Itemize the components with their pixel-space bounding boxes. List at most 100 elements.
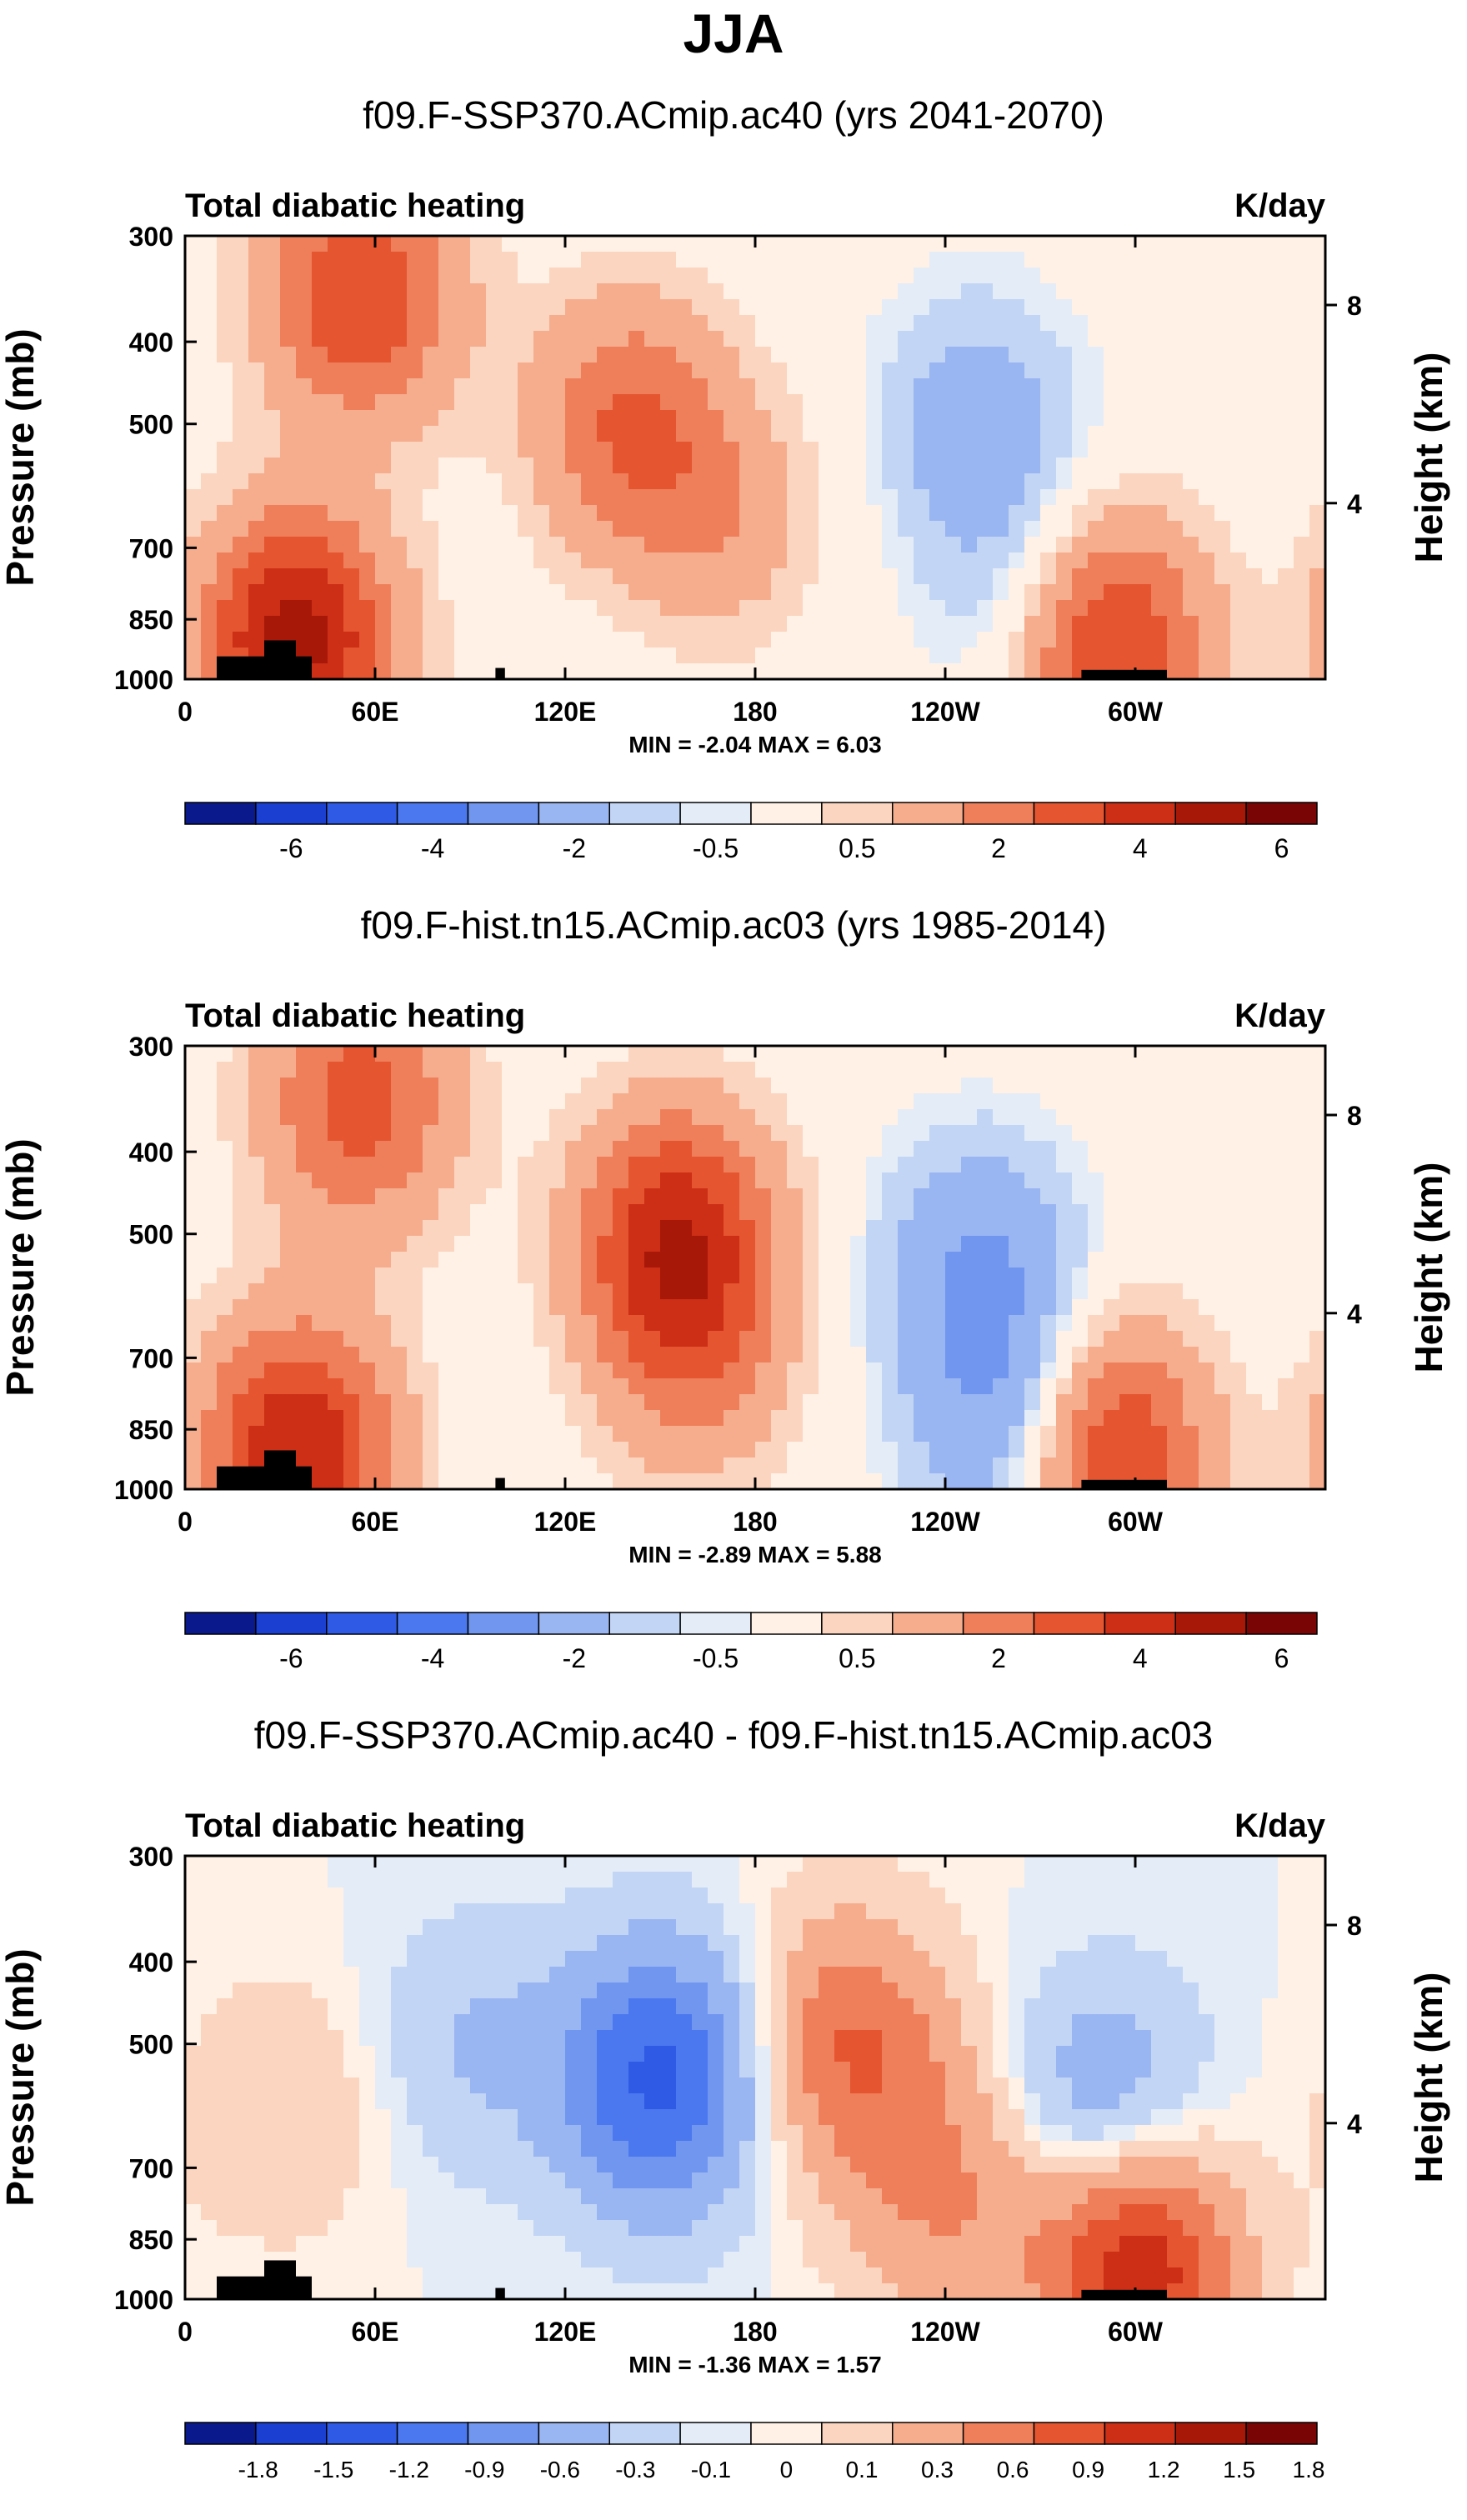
contour-cell (470, 1362, 487, 1379)
contour-cell (343, 584, 360, 601)
contour-cell (217, 2157, 233, 2173)
contour-cell (486, 632, 503, 648)
contour-cell (819, 1220, 835, 1237)
contour-cell (644, 1331, 661, 1348)
contour-cell (628, 236, 645, 252)
contour-cell (359, 378, 376, 395)
contour-cell (549, 2283, 566, 2300)
contour-cell (201, 2172, 218, 2189)
contour-cell (945, 1062, 962, 1078)
contour-cell (1214, 1078, 1231, 1094)
contour-cell (1151, 458, 1168, 474)
contour-cell (233, 410, 249, 427)
contour-cell (1278, 1426, 1294, 1442)
contour-cell (723, 283, 740, 300)
contour-cell (1104, 1347, 1120, 1363)
contour-cell (454, 2252, 471, 2268)
contour-cell (454, 442, 471, 458)
contour-cell (1230, 1442, 1247, 1458)
contour-cell (248, 600, 265, 617)
contour-cell (296, 1410, 313, 1427)
contour-cell (565, 1204, 582, 1221)
contour-cell (803, 648, 819, 664)
contour-cell (438, 521, 455, 538)
contour-cell (185, 2093, 202, 2110)
contour-cell (359, 268, 376, 284)
contour-cell (1230, 1394, 1247, 1411)
contour-cell (1135, 1426, 1152, 1442)
contour-cell (1214, 552, 1231, 569)
contour-cell (755, 1442, 772, 1458)
contour-cell (961, 426, 978, 442)
contour-cell (185, 362, 202, 379)
contour-cell (343, 505, 360, 522)
contour-cell (1151, 1220, 1168, 1237)
contour-cell (201, 1093, 218, 1110)
contour-cell (264, 1078, 281, 1094)
contour-cell (850, 315, 867, 332)
contour-cell (201, 2093, 218, 2110)
contour-cell (644, 1062, 661, 1078)
contour-cell (502, 2220, 518, 2237)
contour-cell (391, 1299, 408, 1316)
contour-cell (1294, 616, 1310, 632)
contour-cell (470, 568, 487, 585)
contour-cell (1072, 1442, 1089, 1458)
contour-cell (961, 1458, 978, 1474)
contour-cell (518, 299, 534, 316)
contour-cell (1294, 1394, 1310, 1411)
contour-cell (581, 2046, 598, 2062)
contour-cell (549, 537, 566, 553)
contour-cell (914, 1315, 930, 1332)
contour-cell (454, 1919, 471, 1936)
contour-cell (201, 663, 218, 680)
contour-cell (233, 347, 249, 363)
contour-cell (359, 2283, 376, 2300)
contour-cell (771, 299, 788, 316)
contour-cell (898, 1157, 914, 1173)
contour-cell (644, 236, 661, 252)
contour-cell (201, 1426, 218, 1442)
contour-cell (486, 2014, 503, 2031)
contour-cell (898, 1473, 914, 1490)
contour-cell (549, 2204, 566, 2221)
contour-cell (692, 1236, 708, 1252)
contour-cell (486, 2157, 503, 2173)
terrain-mask (495, 1478, 504, 1489)
contour-cell (819, 521, 835, 538)
colorbar-box (751, 802, 822, 824)
contour-cell (502, 2109, 518, 2126)
contour-cell (1167, 1473, 1184, 1490)
contour-cell (1278, 1220, 1294, 1237)
contour-cell (407, 1315, 423, 1332)
contour-cell (613, 1362, 629, 1379)
contour-cell (312, 505, 328, 522)
contour-cell (771, 1442, 788, 1458)
contour-cell (882, 473, 899, 490)
contour-cell (264, 331, 281, 348)
contour-cell (692, 616, 708, 632)
contour-cell (787, 552, 804, 569)
contour-cell (201, 1473, 218, 1490)
contour-cell (407, 1888, 423, 1904)
contour-cell (581, 616, 598, 632)
contour-cell (502, 2236, 518, 2252)
contour-cell (1294, 1362, 1310, 1379)
contour-cell (518, 1362, 534, 1379)
contour-cell (819, 236, 835, 252)
contour-cell (1104, 331, 1120, 348)
contour-cell (549, 648, 566, 664)
contour-cell (312, 1188, 328, 1205)
contour-cell (217, 1299, 233, 1316)
contour-cell (264, 1998, 281, 2015)
contour-cell (375, 1268, 392, 1284)
contour-cell (264, 2141, 281, 2158)
contour-cell (581, 1109, 598, 1126)
contour-cell (723, 362, 740, 379)
contour-cell (502, 2030, 518, 2047)
contour-cell (692, 600, 708, 617)
contour-cell (312, 1903, 328, 1920)
contour-cell (660, 505, 677, 522)
contour-cell (882, 1315, 899, 1332)
contour-cell (518, 1951, 534, 1968)
